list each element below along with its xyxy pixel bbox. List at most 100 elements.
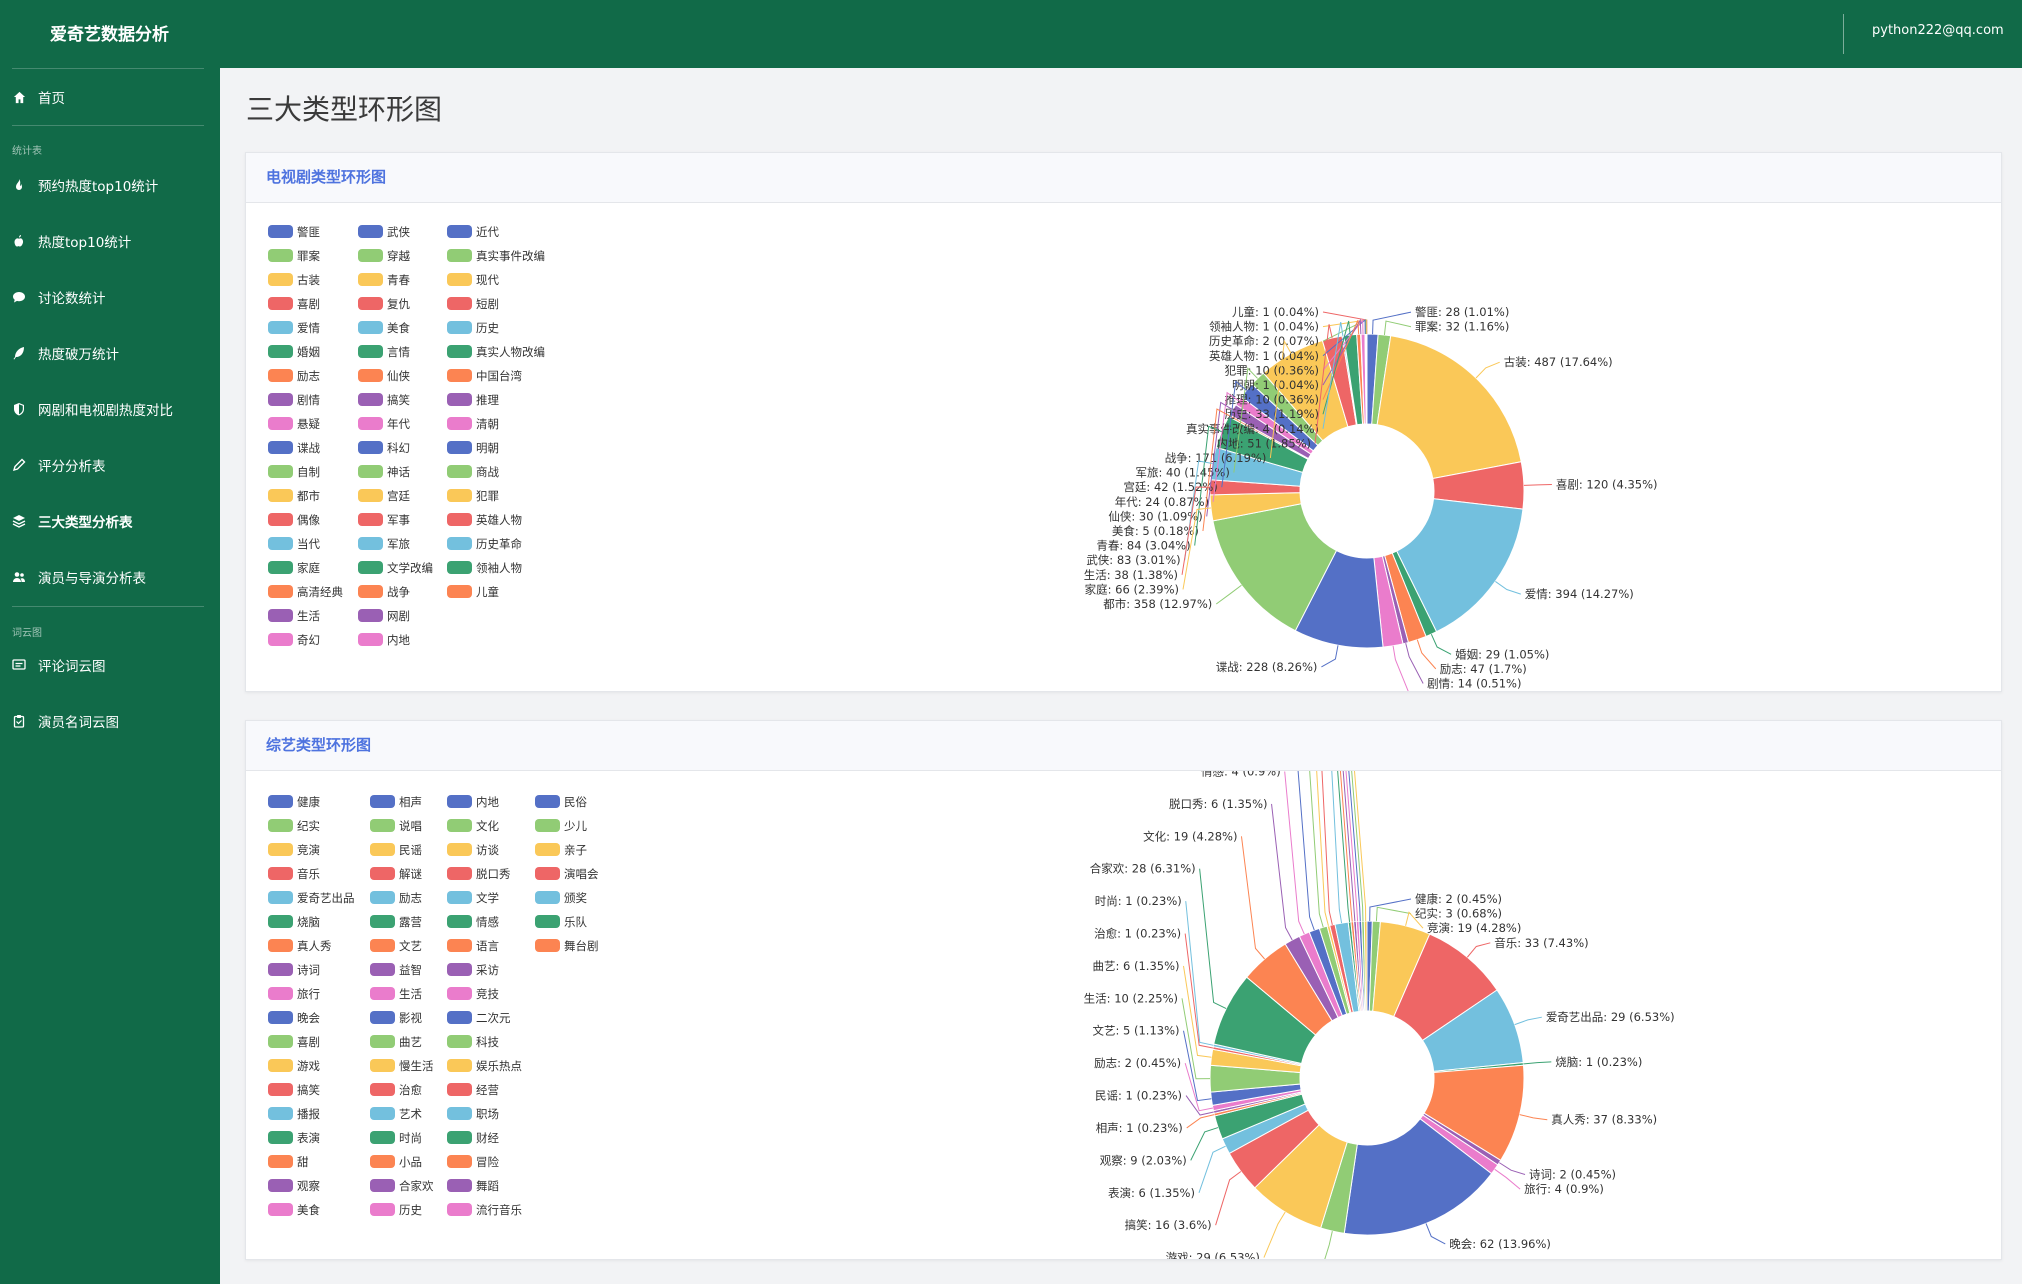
legend-item[interactable]: 励志	[370, 891, 422, 905]
legend-item[interactable]: 生活	[370, 987, 422, 1001]
legend-item[interactable]: 美食	[358, 321, 410, 335]
legend-item[interactable]: 现代	[447, 273, 499, 287]
legend-item[interactable]: 爱奇艺出品	[268, 891, 355, 905]
legend-item[interactable]: 烧脑	[268, 915, 320, 929]
legend-item[interactable]: 脱口秀	[447, 867, 511, 881]
legend-item[interactable]: 科幻	[358, 441, 410, 455]
sidebar-item-2[interactable]: 热度top10统计	[0, 223, 220, 259]
legend-item[interactable]: 喜剧	[268, 1035, 320, 1049]
sidebar-item-7[interactable]: 三大类型分析表	[0, 503, 220, 539]
legend-item[interactable]: 犯罪	[447, 489, 499, 503]
legend-item[interactable]: 真实事件改编	[447, 249, 545, 263]
legend-item[interactable]: 纪实	[268, 819, 320, 833]
legend-item[interactable]: 家庭	[268, 561, 320, 575]
legend-item[interactable]: 都市	[268, 489, 320, 503]
legend-item[interactable]: 解谜	[370, 867, 422, 881]
legend-item[interactable]: 文艺	[370, 939, 422, 953]
legend-item[interactable]: 治愈	[370, 1083, 422, 1097]
legend-item[interactable]: 舞蹈	[447, 1179, 499, 1193]
sidebar-item-4[interactable]: 热度破万统计	[0, 335, 220, 371]
legend-item[interactable]: 神话	[358, 465, 410, 479]
legend-item[interactable]: 音乐	[268, 867, 320, 881]
legend-item[interactable]: 观察	[268, 1179, 320, 1193]
legend-item[interactable]: 情感	[447, 915, 499, 929]
legend-item[interactable]: 晚会	[268, 1011, 320, 1025]
legend-item[interactable]: 益智	[370, 963, 422, 977]
legend-item[interactable]: 罪案	[268, 249, 320, 263]
legend-item[interactable]: 诗词	[268, 963, 320, 977]
legend-item[interactable]: 警匪	[268, 225, 320, 239]
legend-item[interactable]: 搞笑	[268, 1083, 320, 1097]
legend-item[interactable]: 乐队	[535, 915, 587, 929]
legend-item[interactable]: 真人秀	[268, 939, 332, 953]
legend-item[interactable]: 演唱会	[535, 867, 599, 881]
legend-item[interactable]: 合家欢	[370, 1179, 434, 1193]
legend-item[interactable]: 军旅	[358, 537, 410, 551]
legend-item[interactable]: 游戏	[268, 1059, 320, 1073]
legend-item[interactable]: 网剧	[358, 609, 410, 623]
legend-item[interactable]: 亲子	[535, 843, 587, 857]
sidebar-item-9[interactable]: 评论词云图	[0, 647, 220, 683]
legend-item[interactable]: 商战	[447, 465, 499, 479]
legend-item[interactable]: 历史	[447, 321, 499, 335]
legend-item[interactable]: 美食	[268, 1203, 320, 1217]
legend-item[interactable]: 科技	[447, 1035, 499, 1049]
legend-item[interactable]: 短剧	[447, 297, 499, 311]
legend-item[interactable]: 青春	[358, 273, 410, 287]
legend-item[interactable]: 自制	[268, 465, 320, 479]
legend-item[interactable]: 真实人物改编	[447, 345, 545, 359]
legend-item[interactable]: 悬疑	[268, 417, 320, 431]
user-email[interactable]: python222@qq.com	[1872, 23, 2004, 38]
legend-item[interactable]: 播报	[268, 1107, 320, 1121]
legend-item[interactable]: 采访	[447, 963, 499, 977]
legend-item[interactable]: 小品	[370, 1155, 422, 1169]
legend-item[interactable]: 职场	[447, 1107, 499, 1121]
legend-item[interactable]: 武侠	[358, 225, 410, 239]
legend-item[interactable]: 推理	[447, 393, 499, 407]
legend-item[interactable]: 甜	[268, 1155, 309, 1169]
legend-item[interactable]: 奇幻	[268, 633, 320, 647]
legend-item[interactable]: 言情	[358, 345, 410, 359]
legend-item[interactable]: 竞技	[447, 987, 499, 1001]
legend-item[interactable]: 近代	[447, 225, 499, 239]
donut-slice[interactable]	[1376, 335, 1522, 480]
legend-item[interactable]: 民俗	[535, 795, 587, 809]
legend-item[interactable]: 明朝	[447, 441, 499, 455]
legend-item[interactable]: 内地	[447, 795, 499, 809]
legend-item[interactable]: 文化	[447, 819, 499, 833]
legend-item[interactable]: 历史	[370, 1203, 422, 1217]
legend-item[interactable]: 相声	[370, 795, 422, 809]
donut-slice[interactable]	[1343, 1118, 1493, 1236]
donut-slice[interactable]	[1212, 503, 1338, 632]
legend-item[interactable]: 励志	[268, 369, 320, 383]
legend-item[interactable]: 搞笑	[358, 393, 410, 407]
legend-item[interactable]: 流行音乐	[447, 1203, 522, 1217]
legend-item[interactable]: 竞演	[268, 843, 320, 857]
legend-item[interactable]: 文学改编	[358, 561, 433, 575]
legend-item[interactable]: 颁奖	[535, 891, 587, 905]
legend-item[interactable]: 语言	[447, 939, 499, 953]
legend-item[interactable]: 高清经典	[268, 585, 343, 599]
legend-item[interactable]: 领袖人物	[447, 561, 522, 575]
brand-title[interactable]: 爱奇艺数据分析	[50, 25, 169, 45]
donut-slice[interactable]	[1396, 498, 1524, 633]
legend-item[interactable]: 古装	[268, 273, 320, 287]
legend-item[interactable]: 二次元	[447, 1011, 511, 1025]
legend-item[interactable]: 时尚	[370, 1131, 422, 1145]
sidebar-item-home[interactable]: 首页	[0, 79, 220, 115]
legend-item[interactable]: 谍战	[268, 441, 320, 455]
donut-slice[interactable]	[1363, 920, 1368, 1012]
sidebar-item-8[interactable]: 演员与导演分析表	[0, 559, 220, 595]
legend-item[interactable]: 清朝	[447, 417, 499, 431]
legend-item[interactable]: 偶像	[268, 513, 320, 527]
legend-item[interactable]: 历史革命	[447, 537, 522, 551]
legend-item[interactable]: 当代	[268, 537, 320, 551]
legend-item[interactable]: 复仇	[358, 297, 410, 311]
legend-item[interactable]: 影视	[370, 1011, 422, 1025]
legend-item[interactable]: 穿越	[358, 249, 410, 263]
legend-item[interactable]: 访谈	[447, 843, 499, 857]
legend-item[interactable]: 冒险	[447, 1155, 499, 1169]
legend-item[interactable]: 财经	[447, 1131, 499, 1145]
legend-item[interactable]: 露营	[370, 915, 422, 929]
legend-item[interactable]: 英雄人物	[447, 513, 522, 527]
